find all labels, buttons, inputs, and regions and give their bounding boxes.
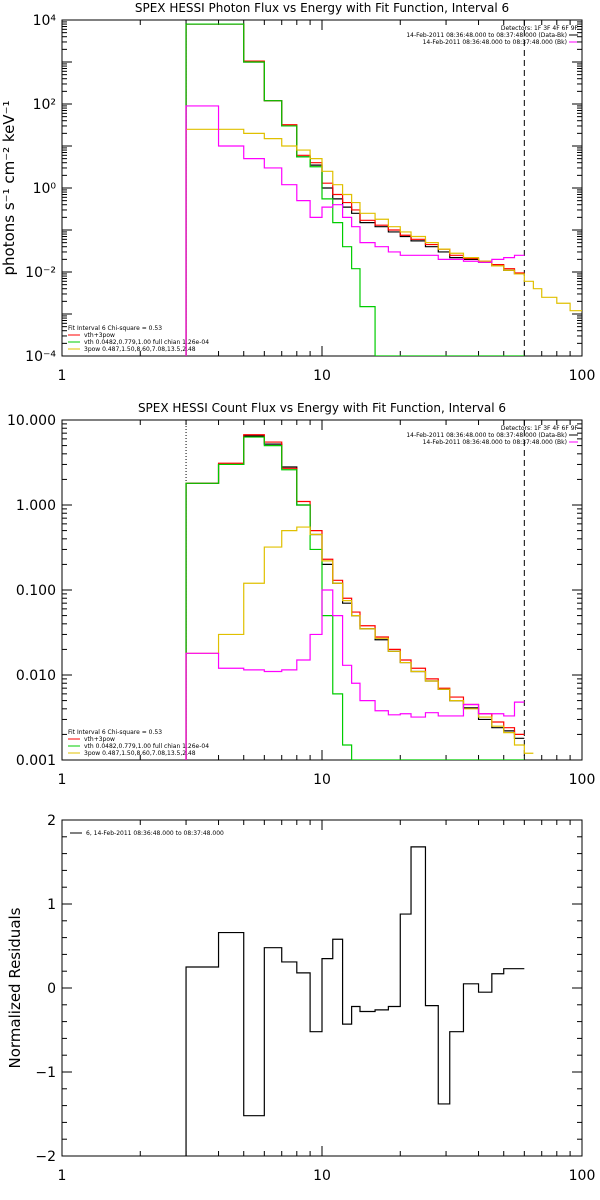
legend-entry: vth 0.0482,0.779,1.00 full chian 1.26e-0… bbox=[84, 339, 209, 346]
y-tick-label: −1 bbox=[35, 1065, 56, 1081]
series-line bbox=[185, 846, 525, 1156]
legend-detectors: Detectors: 1F 3F 4F 6F 9F bbox=[501, 25, 579, 32]
series-line bbox=[185, 435, 525, 760]
series-group bbox=[185, 846, 525, 1156]
y-tick-label: 10⁻⁴ bbox=[25, 349, 56, 365]
legend-bottom-left: Fit Interval 6 Chi-square = 0.53 vth+3po… bbox=[68, 325, 209, 353]
x-tick-label: 100 bbox=[569, 772, 596, 788]
x-tick-label: 10 bbox=[313, 368, 331, 384]
x-tick-label: 100 bbox=[569, 1168, 596, 1184]
x-tick-label: 100 bbox=[569, 368, 596, 384]
legend-fit-info: Fit Interval 6 Chi-square = 0.53 bbox=[68, 729, 162, 736]
y-tick-label: 0.100 bbox=[16, 583, 56, 599]
legend-top-right: Detectors: 1F 3F 4F 6F 9F 14-Feb-2011 08… bbox=[406, 425, 578, 446]
legend-detectors: Detectors: 1F 3F 4F 6F 9F bbox=[501, 425, 579, 432]
x-tick-label: 10 bbox=[313, 1168, 331, 1184]
axis-ticks bbox=[61, 819, 583, 1157]
y-tick-label: 1 bbox=[47, 897, 56, 913]
legend-entry: 14-Feb-2011 08:36:48.000 to 08:37:48.000… bbox=[423, 39, 567, 46]
chart-title: SPEX HESSI Photon Flux vs Energy with Fi… bbox=[135, 1, 509, 15]
x-tick-labels: 1 10 100 bbox=[58, 1168, 596, 1184]
series-line bbox=[185, 434, 525, 760]
legend-entry: 3pow 0.487,1.50,8.60,7.08,13.5,2.48 bbox=[84, 346, 196, 353]
legend-bottom-left: Fit Interval 6 Chi-square = 0.53 vth+3po… bbox=[68, 729, 209, 757]
y-tick-label: −2 bbox=[35, 1149, 56, 1165]
legend-entry: 3pow 0.487,1.50,8.60,7.08,13.5,2.48 bbox=[84, 750, 196, 757]
series-group bbox=[185, 434, 534, 760]
y-tick-labels: 0.001 0.010 0.100 1.000 10.000 bbox=[7, 413, 56, 769]
series-line bbox=[185, 23, 525, 356]
y-tick-labels: 10⁻⁴ 10⁻² 10⁰ 10² 10⁴ bbox=[25, 13, 56, 365]
legend-fit-info: Fit Interval 6 Chi-square = 0.53 bbox=[68, 325, 162, 332]
y-tick-label: 2 bbox=[47, 813, 56, 829]
series-line bbox=[185, 23, 525, 356]
residuals-panel: Normalized Residuals 1 10 100 −2 −1 0 1 … bbox=[6, 813, 595, 1184]
x-tick-label: 1 bbox=[58, 772, 67, 788]
y-tick-label: 0 bbox=[47, 981, 56, 997]
legend: 6, 14-Feb-2011 08:36:48.000 to 08:37:48.… bbox=[70, 830, 224, 837]
series-line bbox=[185, 589, 525, 760]
chart-title: SPEX HESSI Count Flux vs Energy with Fit… bbox=[138, 401, 506, 415]
x-tick-labels: 1 10 100 bbox=[58, 772, 596, 788]
y-axis-label: Normalized Residuals bbox=[6, 907, 24, 1068]
y-tick-label: 0.001 bbox=[16, 753, 56, 769]
legend-entry: vth+3pow bbox=[84, 332, 115, 339]
series-line bbox=[185, 526, 534, 760]
y-tick-label: 0.010 bbox=[16, 668, 56, 684]
y-tick-label: 10⁰ bbox=[33, 181, 57, 197]
legend-top-right: Detectors: 1F 3F 4F 6F 9F 14-Feb-2011 08… bbox=[406, 25, 578, 46]
series-line bbox=[185, 23, 525, 356]
legend-entry: vth 0.0482,0.779,1.00 full chian 1.26e-0… bbox=[84, 743, 209, 750]
legend-entry: 14-Feb-2011 08:36:48.000 to 08:37:48.000… bbox=[406, 432, 567, 439]
legend-entry: 6, 14-Feb-2011 08:36:48.000 to 08:37:48.… bbox=[86, 830, 224, 837]
y-tick-labels: −2 −1 0 1 2 bbox=[35, 813, 56, 1165]
series-line bbox=[185, 128, 582, 356]
y-tick-label: 10⁻² bbox=[25, 265, 56, 281]
legend-entry: 14-Feb-2011 08:36:48.000 to 08:37:48.000… bbox=[423, 439, 567, 446]
x-tick-labels: 1 10 100 bbox=[58, 368, 596, 384]
series-line bbox=[185, 436, 525, 760]
x-tick-label: 1 bbox=[58, 368, 67, 384]
x-tick-label: 10 bbox=[313, 772, 331, 788]
y-tick-label: 10² bbox=[33, 97, 56, 113]
x-tick-label: 1 bbox=[58, 1168, 67, 1184]
y-tick-label: 10⁴ bbox=[33, 13, 57, 29]
y-axis-label: photons s⁻¹ cm⁻² keV⁻¹ bbox=[0, 101, 18, 276]
y-tick-label: 1.000 bbox=[16, 498, 56, 514]
axis-ticks bbox=[61, 419, 583, 761]
y-tick-label: 10.000 bbox=[7, 413, 56, 429]
count-flux-panel: SPEX HESSI Count Flux vs Energy with Fit… bbox=[7, 401, 595, 788]
series-line bbox=[185, 105, 525, 356]
series-group bbox=[185, 23, 582, 356]
legend-entry: 14-Feb-2011 08:36:48.000 to 08:37:48.000… bbox=[406, 32, 567, 39]
legend-entry: vth+3pow bbox=[84, 736, 115, 743]
photon-flux-panel: SPEX HESSI Photon Flux vs Energy with Fi… bbox=[0, 1, 595, 384]
